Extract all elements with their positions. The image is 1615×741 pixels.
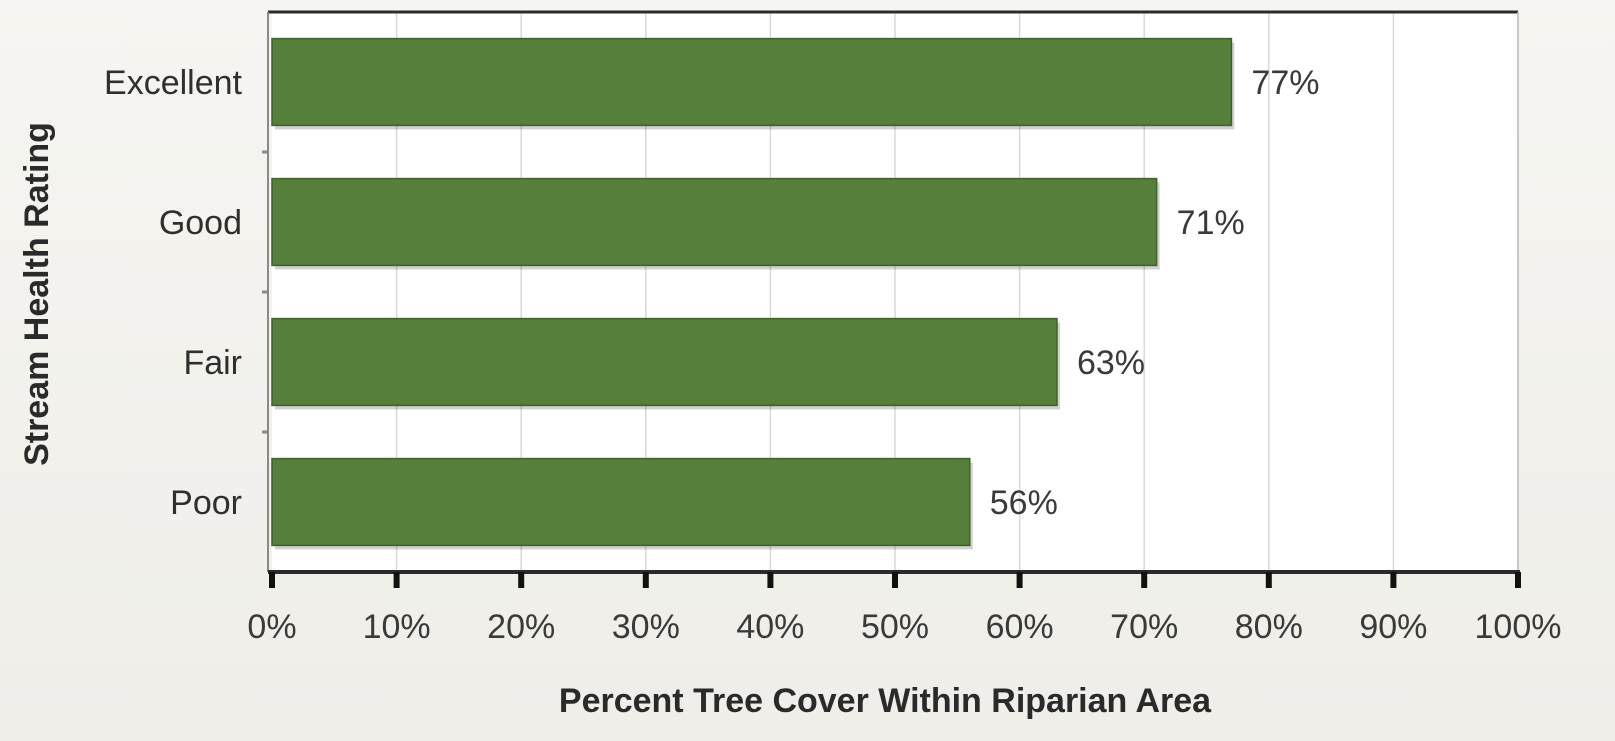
bar-excellent: [271, 37, 1233, 127]
x-tick-label-30: 30%: [612, 608, 680, 646]
data-label-excellent: 77%: [1251, 64, 1319, 102]
data-label-fair: 63%: [1077, 344, 1145, 382]
bar-good: [271, 177, 1158, 267]
category-label-fair: Fair: [183, 344, 242, 382]
x-tick-label-10: 10%: [363, 608, 431, 646]
y-axis-title: Stream Health Rating: [18, 122, 56, 466]
x-axis-title: Percent Tree Cover Within Riparian Area: [559, 682, 1212, 720]
x-tick-label-80: 80%: [1235, 608, 1303, 646]
bar-poor: [271, 457, 971, 547]
x-tick-label-40: 40%: [736, 608, 804, 646]
category-label-excellent: Excellent: [104, 64, 243, 102]
axes: [262, 10, 1521, 588]
bars: [271, 37, 1235, 550]
x-tick-label-50: 50%: [861, 608, 929, 646]
x-tick-label-100: 100%: [1475, 608, 1562, 646]
category-label-poor: Poor: [170, 484, 242, 522]
data-label-poor: 56%: [990, 484, 1058, 522]
x-tick-label-0: 0%: [247, 608, 296, 646]
x-tick-label-60: 60%: [986, 608, 1054, 646]
x-tick-label-20: 20%: [487, 608, 555, 646]
data-label-good: 71%: [1177, 204, 1245, 242]
x-tick-label-90: 90%: [1359, 608, 1427, 646]
bar-fair: [271, 317, 1058, 407]
category-label-good: Good: [159, 204, 242, 242]
x-tick-label-70: 70%: [1110, 608, 1178, 646]
labels: Excellent 77% Good 71% Fair 63% Poor 56% 0% 10% 20…: [104, 64, 1561, 646]
